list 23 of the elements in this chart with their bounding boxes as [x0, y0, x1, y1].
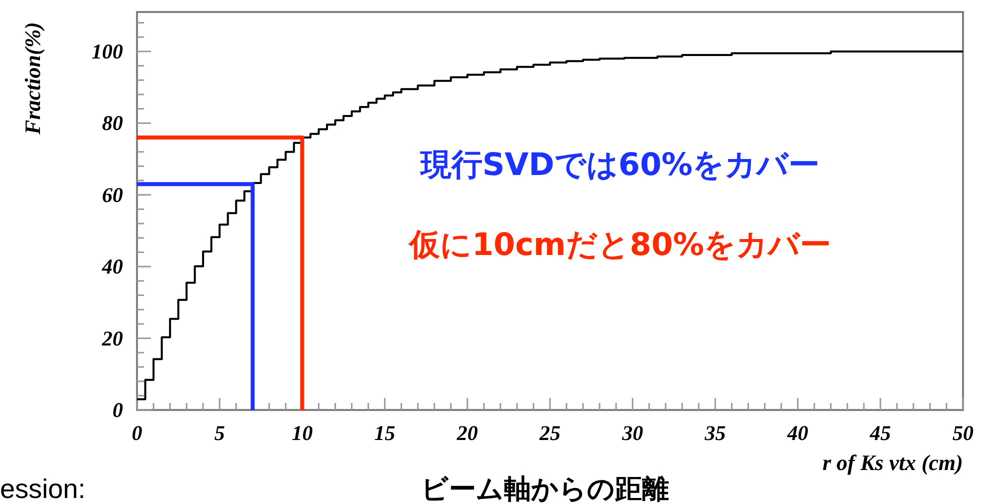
x-tick-label: 10 — [292, 421, 314, 445]
x-axis-title: r of Ks vtx (cm) — [822, 450, 963, 475]
y-axis-title: Fraction(%) — [20, 22, 45, 136]
y-tick-label: 100 — [92, 39, 124, 64]
x-tick-label: 45 — [868, 421, 891, 445]
y-tick-label: 0 — [112, 398, 124, 422]
annotation: 仮に10cmだと80%をカバー — [406, 227, 832, 263]
x-tick-label: 20 — [456, 421, 478, 445]
x-tick-label: 0 — [132, 421, 143, 445]
y-tick-label: 20 — [101, 326, 124, 350]
x-tick-label: 25 — [538, 421, 560, 445]
x-tick-label: 30 — [621, 421, 644, 445]
x-tick-label: 5 — [214, 421, 225, 445]
y-tick-label: 60 — [102, 182, 124, 207]
x-tick-label: 15 — [374, 421, 396, 445]
y-tick-label: 80 — [102, 111, 124, 136]
x-tick-label: 40 — [786, 421, 809, 445]
text: ビーム軸からの距離 — [421, 474, 669, 504]
annotation: 現行SVDでは60%をカバー — [419, 147, 820, 183]
y-tick-label: 40 — [101, 254, 124, 279]
text: ession: — [0, 474, 86, 504]
x-tick-label: 50 — [952, 421, 974, 445]
x-tick-label: 35 — [704, 421, 726, 445]
